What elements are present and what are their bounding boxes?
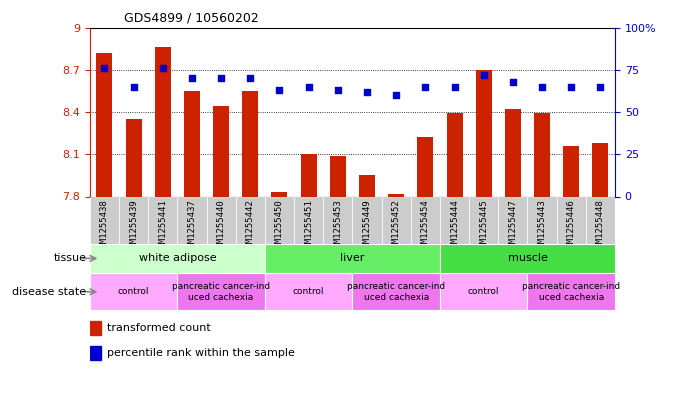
- Point: [390, 92, 401, 98]
- Text: GSM1255439: GSM1255439: [129, 199, 138, 253]
- Text: pancreatic cancer-ind
uced cachexia: pancreatic cancer-ind uced cachexia: [522, 282, 621, 301]
- Text: GSM1255444: GSM1255444: [450, 199, 459, 253]
- Bar: [236, 196, 265, 244]
- Text: GSM1255443: GSM1255443: [538, 199, 547, 253]
- Bar: [440, 244, 615, 273]
- Bar: [148, 196, 178, 244]
- Text: GSM1255440: GSM1255440: [216, 199, 226, 253]
- Point: [128, 83, 139, 90]
- Bar: [90, 244, 265, 273]
- Bar: [265, 196, 294, 244]
- Bar: [272, 192, 287, 196]
- Text: tissue: tissue: [53, 253, 86, 263]
- Point: [361, 88, 372, 95]
- Bar: [294, 196, 323, 244]
- Bar: [96, 53, 113, 196]
- Bar: [410, 196, 440, 244]
- Point: [449, 83, 460, 90]
- Bar: [213, 107, 229, 196]
- Text: GSM1255451: GSM1255451: [304, 199, 313, 253]
- Bar: [90, 273, 178, 310]
- Bar: [505, 109, 521, 196]
- Text: GSM1255450: GSM1255450: [275, 199, 284, 253]
- Bar: [90, 196, 119, 244]
- Text: GSM1255453: GSM1255453: [333, 199, 342, 253]
- Bar: [243, 91, 258, 196]
- Point: [595, 83, 606, 90]
- Bar: [178, 273, 265, 310]
- Point: [187, 75, 198, 81]
- Text: GSM1255437: GSM1255437: [187, 199, 196, 253]
- Bar: [381, 196, 410, 244]
- Bar: [265, 244, 440, 273]
- Bar: [563, 146, 579, 196]
- Text: GSM1255447: GSM1255447: [509, 199, 518, 253]
- Text: GSM1255442: GSM1255442: [246, 199, 255, 253]
- Bar: [178, 196, 207, 244]
- Point: [245, 75, 256, 81]
- Text: GSM1255446: GSM1255446: [567, 199, 576, 253]
- Bar: [352, 273, 440, 310]
- Text: GDS4899 / 10560202: GDS4899 / 10560202: [124, 12, 259, 25]
- Point: [216, 75, 227, 81]
- Bar: [417, 137, 433, 196]
- Text: GSM1255445: GSM1255445: [479, 199, 489, 253]
- Bar: [265, 273, 352, 310]
- Point: [566, 83, 577, 90]
- Bar: [527, 273, 615, 310]
- Point: [303, 83, 314, 90]
- Bar: [592, 143, 608, 196]
- Bar: [155, 47, 171, 196]
- Bar: [330, 156, 346, 196]
- Text: GSM1255438: GSM1255438: [100, 199, 109, 253]
- Text: percentile rank within the sample: percentile rank within the sample: [107, 348, 295, 358]
- Text: liver: liver: [340, 253, 365, 263]
- Bar: [388, 194, 404, 196]
- Bar: [446, 114, 462, 196]
- Text: GSM1255452: GSM1255452: [392, 199, 401, 253]
- Bar: [557, 196, 586, 244]
- Point: [274, 87, 285, 93]
- Bar: [184, 91, 200, 196]
- Bar: [498, 196, 527, 244]
- Point: [158, 65, 169, 71]
- Text: white adipose: white adipose: [138, 253, 216, 263]
- Text: pancreatic cancer-ind
uced cachexia: pancreatic cancer-ind uced cachexia: [347, 282, 445, 301]
- Bar: [527, 196, 557, 244]
- Text: transformed count: transformed count: [107, 323, 211, 333]
- Bar: [586, 196, 615, 244]
- Point: [507, 79, 518, 85]
- Text: GSM1255448: GSM1255448: [596, 199, 605, 253]
- Bar: [126, 119, 142, 196]
- Bar: [90, 346, 102, 360]
- Bar: [90, 321, 102, 335]
- Point: [99, 65, 110, 71]
- Point: [478, 72, 489, 78]
- Text: GSM1255441: GSM1255441: [158, 199, 167, 253]
- Text: muscle: muscle: [507, 253, 547, 263]
- Bar: [207, 196, 236, 244]
- Text: pancreatic cancer-ind
uced cachexia: pancreatic cancer-ind uced cachexia: [172, 282, 270, 301]
- Point: [332, 87, 343, 93]
- Bar: [440, 273, 527, 310]
- Bar: [534, 114, 550, 196]
- Bar: [440, 196, 469, 244]
- Text: GSM1255449: GSM1255449: [363, 199, 372, 253]
- Text: disease state: disease state: [12, 287, 86, 297]
- Point: [536, 83, 547, 90]
- Bar: [469, 196, 498, 244]
- Bar: [119, 196, 148, 244]
- Bar: [352, 196, 381, 244]
- Text: control: control: [293, 287, 324, 296]
- Bar: [301, 154, 316, 196]
- Text: control: control: [468, 287, 500, 296]
- Text: control: control: [118, 287, 149, 296]
- Bar: [475, 70, 492, 196]
- Text: GSM1255454: GSM1255454: [421, 199, 430, 253]
- Bar: [359, 175, 375, 196]
- Bar: [323, 196, 352, 244]
- Point: [420, 83, 431, 90]
